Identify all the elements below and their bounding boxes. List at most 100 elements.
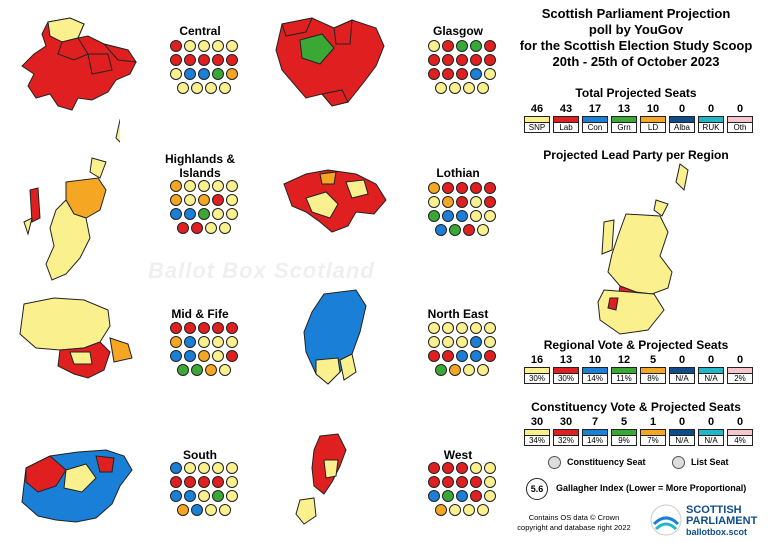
total-seats-title: Total Projected Seats <box>575 86 697 100</box>
title-line-4: 20th - 25th of October 2023 <box>552 54 720 69</box>
seat-dot-lab <box>442 40 454 52</box>
party-color-bar <box>582 367 608 374</box>
legend-constituency-label: Constituency Seat <box>567 456 646 467</box>
central-map <box>21 17 138 111</box>
party-color-bar <box>727 367 753 374</box>
party-color-bar <box>524 429 550 436</box>
seat-dot-lab <box>484 54 496 66</box>
seat-dot-snp <box>477 504 489 516</box>
seat-dot-snp <box>449 82 461 94</box>
seat-cell-snp: 30 34% <box>524 416 550 446</box>
seat-dot-ld <box>428 182 440 194</box>
seat-dot-snp <box>428 40 440 52</box>
seat-dot-snp <box>184 462 196 474</box>
seat-dot-snp <box>456 336 468 348</box>
seat-dot-lab <box>484 196 496 208</box>
seat-dot-snp <box>484 68 496 80</box>
logo-text-2: PARLIAMENT <box>686 515 758 527</box>
seat-dot-snp <box>219 82 231 94</box>
seat-count: 16 <box>530 354 544 366</box>
seat-dot-lab <box>198 54 210 66</box>
seat-dot-snp <box>226 476 238 488</box>
seat-count: 0 <box>707 354 715 366</box>
seat-dot-grn <box>435 364 447 376</box>
seat-count: 10 <box>646 103 660 115</box>
seat-dot-lab <box>470 490 482 502</box>
seat-dot-con <box>170 208 182 220</box>
seat-dot-snp <box>484 476 496 488</box>
seat-dot-snp <box>435 82 447 94</box>
seat-dot-snp <box>428 336 440 348</box>
seat-dot-lab <box>184 476 196 488</box>
vote-share: N/A <box>698 374 724 384</box>
seat-dot-lab <box>170 322 182 334</box>
seat-dot-lab <box>212 194 224 206</box>
seat-dot-snp <box>177 82 189 94</box>
party-label: SNP <box>524 123 550 133</box>
seat-dot-ld <box>170 336 182 348</box>
seat-dot-snp <box>456 322 468 334</box>
party-color-bar <box>640 116 666 123</box>
seat-dot-snp <box>226 180 238 192</box>
seat-dot-con <box>470 336 482 348</box>
seat-dot-grn <box>456 40 468 52</box>
seat-dot-ld <box>205 364 217 376</box>
seat-count: 12 <box>617 354 631 366</box>
seat-dot-lab <box>456 54 468 66</box>
seat-dot-lab <box>442 68 454 80</box>
seat-dot-lab <box>170 54 182 66</box>
seat-count: 0 <box>707 416 715 428</box>
vote-share: 14% <box>582 374 608 384</box>
constituency-table: 30 34% 30 32% 7 14% 5 9% 1 7% 0 N/A 0 N/A 0 4% <box>524 416 756 446</box>
seat-dot-lab <box>442 476 454 488</box>
seat-dot-grn <box>442 490 454 502</box>
logo-text-1: SCOTTISH <box>686 504 742 516</box>
legend-list-label: List Seat <box>691 456 729 467</box>
seat-cell-oth: 0 4% <box>727 416 753 446</box>
vote-share: 7% <box>640 436 666 446</box>
seat-dot-con <box>198 68 210 80</box>
seat-dot-snp <box>198 40 210 52</box>
seat-dot-snp <box>212 462 224 474</box>
seat-dot-snp <box>470 210 482 222</box>
seat-dot-lab <box>470 476 482 488</box>
region-title-lothian: Lothian <box>436 166 480 180</box>
seat-dot-grn <box>470 40 482 52</box>
logo-icon <box>650 504 682 536</box>
seat-cell-oth: 0 Oth <box>727 103 753 133</box>
seat-dot-lab <box>470 54 482 66</box>
seat-dot-snp <box>226 336 238 348</box>
seat-cell-alba: 0 N/A <box>669 416 695 446</box>
seat-count: 5 <box>649 354 657 366</box>
seat-dot-snp <box>205 504 217 516</box>
seat-dot-grn <box>177 364 189 376</box>
seat-count: 7 <box>591 416 599 428</box>
seat-dot-snp <box>219 504 231 516</box>
region-title-central: Central <box>179 24 221 38</box>
party-label: LD <box>640 123 666 133</box>
seat-dot-lab <box>470 182 482 194</box>
seat-dot-lab <box>198 476 210 488</box>
lead-party-title: Projected Lead Party per Region <box>543 148 729 162</box>
seat-dot-con <box>184 208 196 220</box>
highlands-map <box>23 119 120 281</box>
seat-dot-ld <box>177 504 189 516</box>
seat-dot-lab <box>428 350 440 362</box>
seat-dot-snp <box>442 336 454 348</box>
seat-dot-snp <box>219 222 231 234</box>
seat-dot-ld <box>170 180 182 192</box>
seat-dot-snp <box>226 40 238 52</box>
seat-dot-grn <box>428 210 440 222</box>
seat-dot-lab <box>442 54 454 66</box>
party-label: Oth <box>727 123 753 133</box>
seat-dot-snp <box>477 82 489 94</box>
vote-share: N/A <box>669 374 695 384</box>
party-label: Alba <box>669 123 695 133</box>
seat-dot-snp <box>226 490 238 502</box>
seat-dot-con <box>442 210 454 222</box>
seat-cell-snp: 16 30% <box>524 354 550 384</box>
seat-cell-snp: 46 SNP <box>524 103 550 133</box>
seat-dot-lab <box>184 54 196 66</box>
seat-count: 30 <box>559 416 573 428</box>
seat-cell-lab: 43 Lab <box>553 103 579 133</box>
